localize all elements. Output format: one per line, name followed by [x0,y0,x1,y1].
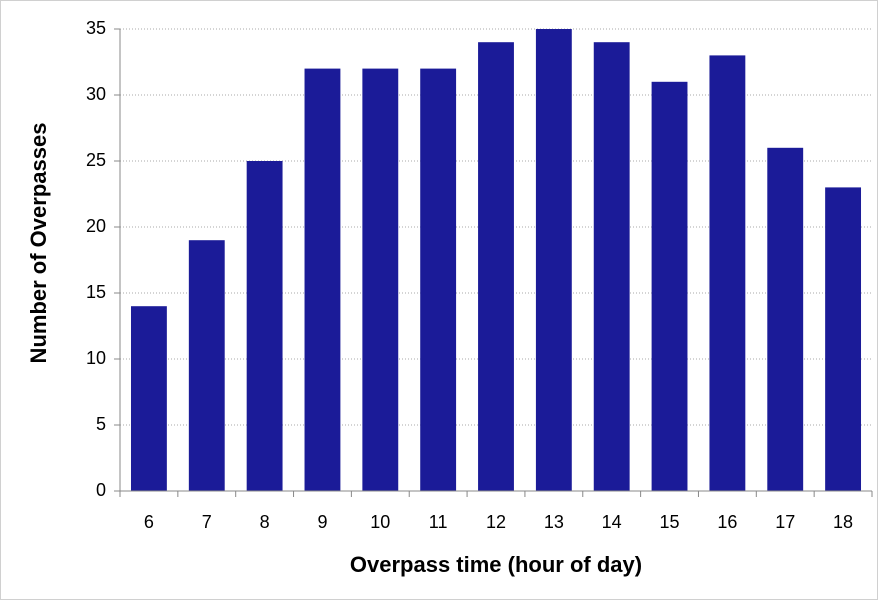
y-tick-label: 30 [86,84,106,104]
x-tick-label: 10 [370,512,390,532]
bar [246,161,283,491]
y-axis-title: Number of Overpasses [26,123,51,364]
bar [188,240,225,491]
bar [478,42,514,491]
bar [535,29,572,491]
x-tick-label: 15 [660,512,680,532]
x-tick-label: 11 [429,512,448,532]
bar [593,42,630,491]
x-tick-label: 16 [717,512,737,532]
bar [420,68,457,491]
y-tick-label: 5 [96,414,106,434]
x-tick-label: 7 [202,512,212,532]
x-tick-label: 14 [602,512,622,532]
x-tick-label: 17 [775,512,795,532]
x-tick-label: 13 [544,512,564,532]
bar [362,68,399,491]
x-axis-title: Overpass time (hour of day) [350,552,642,577]
x-tick-label: 12 [486,512,506,532]
y-tick-label: 35 [86,18,106,38]
bar [130,306,167,491]
bar [709,55,746,492]
bar [304,68,341,491]
bar [651,81,688,492]
y-tick-label: 15 [86,282,106,302]
y-tick-label: 0 [96,480,106,500]
y-tick-label: 20 [86,216,106,236]
x-tick-label: 8 [260,512,270,532]
y-tick-label: 10 [86,348,106,368]
x-tick-label: 6 [144,512,154,532]
x-tick-label: 9 [317,512,327,532]
bar [825,187,862,491]
bar [767,147,804,492]
x-tick-label: 18 [833,512,853,532]
y-tick-label: 25 [86,150,106,170]
